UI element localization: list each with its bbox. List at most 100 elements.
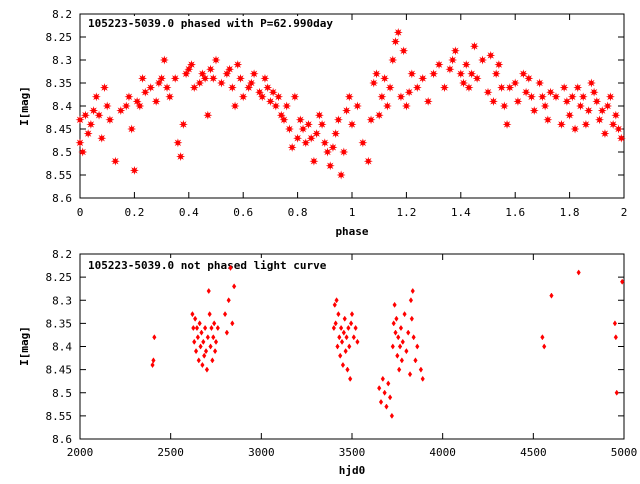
data-point	[348, 375, 353, 382]
data-point	[331, 129, 341, 139]
data-point	[345, 366, 350, 373]
data-point	[233, 60, 243, 70]
data-point	[176, 152, 186, 162]
data-point	[206, 64, 216, 74]
data-point	[391, 320, 396, 327]
data-point	[181, 69, 191, 79]
data-point	[612, 320, 618, 327]
data-point	[464, 83, 474, 93]
data-point	[339, 324, 344, 332]
data-point	[209, 324, 214, 332]
data-point	[510, 78, 520, 88]
data-point	[173, 138, 183, 148]
data-point	[320, 138, 330, 148]
data-point	[127, 124, 137, 134]
data-point	[429, 69, 439, 79]
y-axis-label: I[mag]	[18, 326, 31, 366]
data-point	[191, 324, 196, 332]
phased-light-curve-panel: 0 0.2 0.4 0.6 0.8 1 1.2 1.4 1.6 1.8 2 8.2 8.25 8.3 8.3…	[18, 8, 627, 238]
data-point	[565, 110, 575, 120]
data-point	[397, 366, 402, 373]
chart-title: 105223-5039.0 not phased light curve	[88, 259, 327, 272]
data-point	[198, 343, 203, 350]
data-point	[392, 301, 397, 308]
data-point	[377, 92, 387, 102]
data-point	[399, 46, 409, 56]
data-point	[469, 41, 479, 51]
data-point	[388, 55, 398, 65]
data-point	[377, 385, 382, 392]
data-point	[244, 83, 254, 93]
y-axis-label: I[mag]	[18, 86, 31, 126]
data-point	[193, 348, 199, 355]
data-point	[589, 87, 599, 97]
data-point	[338, 352, 343, 359]
data-point	[391, 37, 400, 47]
data-point	[201, 338, 206, 345]
data-point	[268, 87, 278, 97]
data-point	[409, 315, 414, 322]
data-point	[211, 334, 216, 341]
data-point	[325, 161, 335, 171]
y-tick-label: 8.5	[52, 146, 72, 159]
data-point	[225, 64, 235, 74]
data-point	[150, 361, 155, 369]
y-tick-label: 8.3	[52, 54, 72, 67]
data-point	[222, 69, 232, 79]
data-point	[89, 106, 99, 116]
data-point	[304, 119, 313, 129]
y-tick-label: 8.2	[52, 8, 72, 21]
data-point	[151, 96, 161, 106]
data-point	[226, 297, 231, 304]
data-point	[312, 129, 322, 139]
data-point	[230, 320, 235, 327]
data-point	[576, 101, 585, 111]
data-point	[298, 124, 308, 134]
data-point	[592, 96, 602, 106]
data-point	[586, 78, 596, 88]
data-point	[562, 96, 572, 106]
data-point	[208, 343, 213, 350]
data-point	[212, 320, 217, 327]
data-point	[595, 115, 604, 125]
data-point	[197, 320, 202, 327]
data-point	[207, 311, 212, 318]
data-point	[394, 315, 399, 322]
data-point	[385, 83, 395, 93]
data-point	[382, 389, 387, 396]
title-box	[84, 16, 342, 31]
data-point	[287, 142, 297, 152]
data-point	[194, 324, 200, 332]
data-point	[102, 101, 112, 111]
data-point	[390, 343, 395, 350]
x-tick-label: 0	[77, 206, 84, 219]
data-point	[165, 92, 175, 102]
data-point	[216, 78, 226, 88]
data-point	[271, 101, 281, 111]
data-point	[608, 119, 618, 129]
data-point	[445, 64, 455, 74]
data-point	[408, 297, 414, 304]
data-point	[620, 278, 625, 285]
data-point	[502, 119, 512, 129]
data-point	[551, 92, 561, 102]
data-point	[80, 110, 90, 120]
data-point	[340, 361, 346, 369]
data-point	[110, 156, 120, 166]
data-point	[323, 147, 332, 157]
x-tick-label: 1.6	[505, 206, 525, 219]
y-tick-label: 8.5	[52, 387, 72, 400]
y-tick-label: 8.6	[52, 192, 72, 205]
data-point	[260, 73, 270, 83]
data-point	[170, 73, 180, 83]
data-point	[396, 92, 406, 102]
data-point	[529, 106, 539, 116]
data-point	[461, 60, 471, 70]
data-point	[386, 380, 391, 387]
data-point	[614, 124, 624, 134]
y-tick-label: 8.25	[46, 31, 73, 44]
data-point	[404, 348, 409, 355]
data-point	[402, 311, 407, 318]
data-point	[140, 87, 150, 97]
